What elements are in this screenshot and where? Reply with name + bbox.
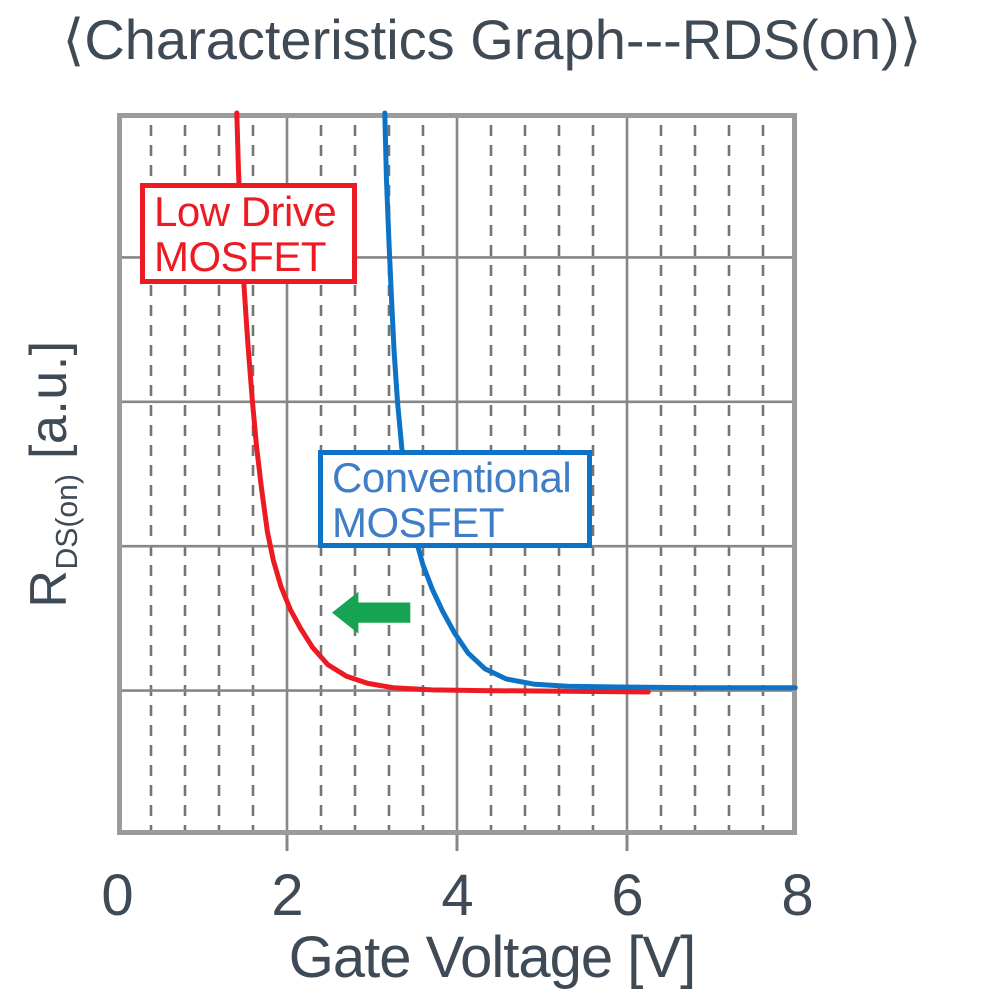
series-label-text: MOSFET <box>154 233 327 280</box>
x-tick-label: 0 <box>101 863 133 928</box>
x-tick-label: 6 <box>611 863 643 928</box>
series-label-conventional-mosfet: Conventional MOSFET <box>318 450 592 548</box>
x-tick-label: 8 <box>781 863 813 928</box>
curve-low-drive <box>234 110 651 695</box>
y-axis-label-subscript: DS(on) <box>51 473 85 570</box>
curve-conventional <box>382 110 798 691</box>
x-tick-label: 4 <box>441 863 473 928</box>
series-label-text: Conventional <box>332 454 572 501</box>
y-axis-label-symbol: R <box>19 569 78 608</box>
chart-title: ⟨Characteristics Graph---RDS(on)⟩ <box>62 8 922 71</box>
y-axis-label: RDS(on) [a.u.] <box>19 340 85 607</box>
x-tick-label: 2 <box>271 863 303 928</box>
series-label-text: MOSFET <box>332 499 505 546</box>
series-label-text: Low Drive <box>154 188 337 235</box>
plot-border <box>117 113 797 835</box>
left-arrow-icon <box>332 591 411 634</box>
series-label-low-drive-mosfet: Low Drive MOSFET <box>140 183 357 284</box>
x-axis-label: Gate Voltage [V] <box>288 925 696 990</box>
y-axis-label-unit: [a.u.] <box>19 340 78 474</box>
